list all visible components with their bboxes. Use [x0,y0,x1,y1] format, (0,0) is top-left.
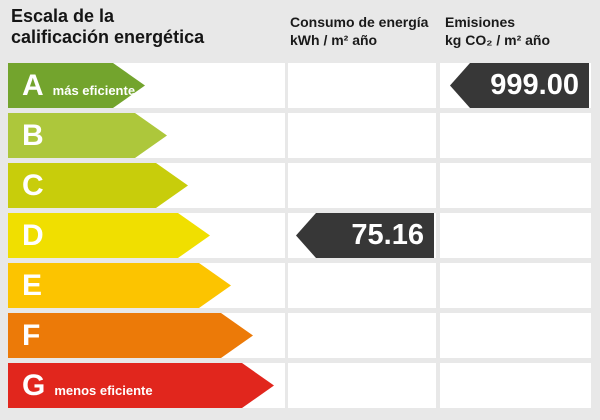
rating-arrow-b: B [8,113,167,158]
page-title-line1: Escala de la [11,6,115,26]
emisiones-value: 999.00 [490,69,579,101]
rating-letter-d: D [22,219,44,252]
scale-row-f: F [0,313,600,358]
scale-row-c: C [0,163,600,208]
column-header-emisiones: Emisiones kg CO₂ / m² año [445,13,550,49]
rating-arrow-d: D [8,213,210,258]
consumo-cell [288,363,436,408]
column-header-emisiones-unit: kg CO₂ / m² año [445,32,551,48]
page-title: Escala de la calificación energética [11,6,204,48]
emisiones-cell [440,113,591,158]
rating-letter-e: E [22,269,43,302]
rating-letter-c: C [22,169,44,202]
rating-letter-b: B [22,119,44,152]
rating-letter-f: F [22,319,41,352]
consumo-cell [288,63,436,108]
consumo-value: 75.16 [351,219,424,251]
emisiones-value-badge: 999.00 [450,63,589,108]
emisiones-cell [440,263,591,308]
scale-row-b: B [0,113,600,158]
scale-row-e: E [0,263,600,308]
consumo-cell [288,163,436,208]
rating-letter-a: A [22,69,44,102]
column-header-consumo-title: Consumo de energía [290,14,429,30]
rating-letter-g: G [22,369,46,402]
consumo-cell [288,313,436,358]
rating-arrow-f: F [8,313,253,358]
consumo-value-badge: 75.16 [296,213,434,258]
page-title-line2: calificación energética [11,27,205,47]
rating-arrow-c: C [8,163,188,208]
column-header-emisiones-title: Emisiones [445,14,516,30]
column-header-consumo: Consumo de energía kWh / m² año [290,13,428,49]
rating-arrow-e: E [8,263,231,308]
emisiones-cell [440,163,591,208]
column-header-consumo-unit: kWh / m² año [290,32,378,48]
scale-row-d: D 75.16 [0,213,600,258]
consumo-cell [288,113,436,158]
rating-note-most-efficient: más eficiente [52,83,136,98]
emisiones-cell [440,213,591,258]
rating-note-least-efficient: menos eficiente [54,383,153,398]
emisiones-cell [440,363,591,408]
emisiones-cell [440,313,591,358]
consumo-cell [288,263,436,308]
